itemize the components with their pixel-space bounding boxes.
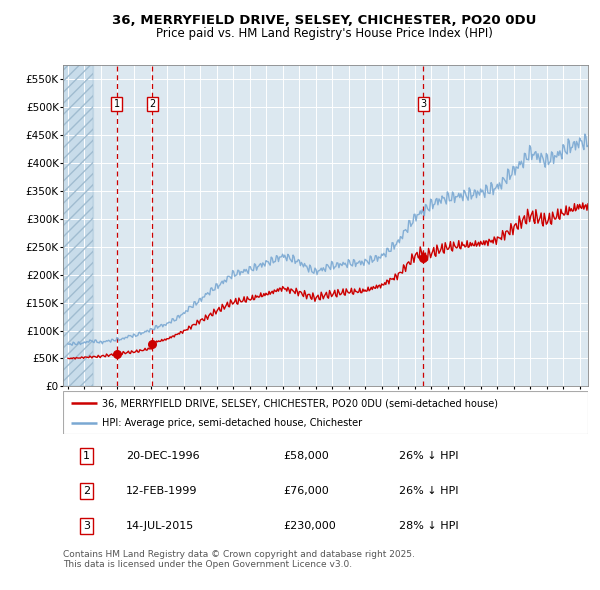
Text: 14-JUL-2015: 14-JUL-2015 xyxy=(126,521,194,531)
Point xyxy=(419,253,428,263)
Text: 20-DEC-1996: 20-DEC-1996 xyxy=(126,451,200,461)
Bar xyxy=(63,65,93,386)
Text: 12-FEB-1999: 12-FEB-1999 xyxy=(126,486,197,496)
Text: £76,000: £76,000 xyxy=(284,486,329,496)
Bar xyxy=(63,65,93,386)
Text: Price paid vs. HM Land Registry's House Price Index (HPI): Price paid vs. HM Land Registry's House … xyxy=(155,27,493,40)
Point xyxy=(148,339,157,349)
Text: 28% ↓ HPI: 28% ↓ HPI xyxy=(399,521,458,531)
Point xyxy=(112,349,122,359)
Text: 1: 1 xyxy=(114,99,120,109)
Text: 36, MERRYFIELD DRIVE, SELSEY, CHICHESTER, PO20 0DU (semi-detached house): 36, MERRYFIELD DRIVE, SELSEY, CHICHESTER… xyxy=(103,398,499,408)
Text: Contains HM Land Registry data © Crown copyright and database right 2025.
This d: Contains HM Land Registry data © Crown c… xyxy=(63,550,415,569)
Text: 3: 3 xyxy=(421,99,427,109)
Text: 26% ↓ HPI: 26% ↓ HPI xyxy=(399,486,458,496)
Text: 2: 2 xyxy=(83,486,90,496)
Text: 26% ↓ HPI: 26% ↓ HPI xyxy=(399,451,458,461)
Text: £230,000: £230,000 xyxy=(284,521,336,531)
Text: 36, MERRYFIELD DRIVE, SELSEY, CHICHESTER, PO20 0DU: 36, MERRYFIELD DRIVE, SELSEY, CHICHESTER… xyxy=(112,14,536,27)
Text: HPI: Average price, semi-detached house, Chichester: HPI: Average price, semi-detached house,… xyxy=(103,418,362,428)
Text: £58,000: £58,000 xyxy=(284,451,329,461)
Text: 2: 2 xyxy=(149,99,155,109)
Text: 3: 3 xyxy=(83,521,90,531)
Text: 1: 1 xyxy=(83,451,90,461)
